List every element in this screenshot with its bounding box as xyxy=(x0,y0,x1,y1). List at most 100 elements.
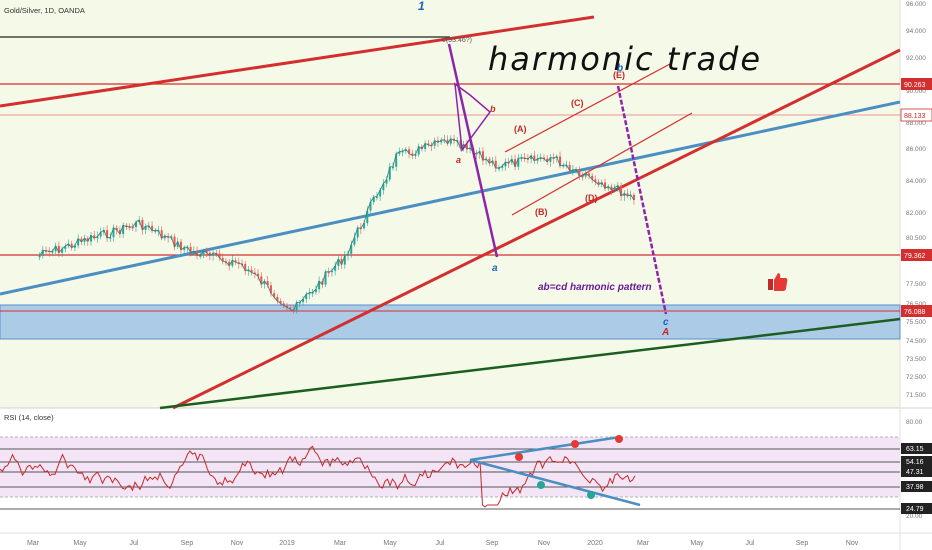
time-axis-label: Sep xyxy=(486,540,499,547)
price-tick-label: 96.000 xyxy=(906,1,926,8)
candle xyxy=(539,157,542,160)
time-axis-label: Jul xyxy=(746,540,755,547)
candle xyxy=(289,307,292,310)
candle xyxy=(167,235,170,238)
wave-label-A: A xyxy=(661,327,669,338)
time-axis-label: Sep xyxy=(181,540,194,547)
candle xyxy=(343,255,346,265)
candle xyxy=(498,167,500,170)
candle xyxy=(462,144,465,149)
candle xyxy=(295,302,298,312)
rsi-lower-trendline xyxy=(469,458,641,507)
candle xyxy=(626,193,629,196)
candle xyxy=(404,149,407,152)
candle xyxy=(510,159,513,163)
candle xyxy=(125,225,128,227)
candle xyxy=(369,201,372,211)
wave-label-b-upper: b xyxy=(490,104,496,114)
rsi-tag-54: 54.16 xyxy=(901,456,932,467)
price-tag-79: 79.362 xyxy=(901,249,932,261)
time-axis-label: 2020 xyxy=(587,540,603,547)
candle xyxy=(41,250,44,256)
candle xyxy=(353,237,356,245)
price-tick-label: 86.000 xyxy=(906,146,926,153)
candle xyxy=(366,210,369,224)
candle xyxy=(192,251,195,253)
candle xyxy=(221,257,224,262)
candle xyxy=(173,236,176,247)
candle xyxy=(269,285,272,294)
svg-text:88.133: 88.133 xyxy=(904,113,926,120)
candle xyxy=(199,255,202,257)
candle xyxy=(122,225,125,234)
candle xyxy=(632,194,635,200)
candle xyxy=(151,225,154,231)
candle xyxy=(578,169,581,176)
price-path-line xyxy=(39,138,635,312)
time-axis-label: Nov xyxy=(538,540,551,547)
wave-marker-label: 1 xyxy=(418,0,425,13)
rsi-tag-63: 63.15 xyxy=(901,443,932,454)
candle xyxy=(340,258,343,265)
candle xyxy=(337,258,340,266)
candle xyxy=(228,261,231,266)
candle xyxy=(45,250,48,252)
blue-trendline xyxy=(0,100,901,296)
green-trendline xyxy=(159,317,901,410)
candle xyxy=(533,155,536,161)
candle xyxy=(128,226,131,229)
wave-label-wC: (C) xyxy=(571,98,584,108)
candle xyxy=(417,146,420,155)
candle xyxy=(549,157,552,162)
candle xyxy=(179,241,182,250)
price-tick-label: 72.500 xyxy=(906,374,926,381)
rsi-marker xyxy=(571,440,579,448)
candle xyxy=(488,158,491,164)
thumbs-up-icon xyxy=(768,273,788,291)
price-tick-label: 76.500 xyxy=(906,301,926,308)
candle xyxy=(86,238,89,242)
candle xyxy=(440,140,443,143)
price-tick-label: 71.500 xyxy=(906,392,926,399)
candle xyxy=(109,237,112,239)
candle xyxy=(411,153,414,156)
candle xyxy=(607,186,610,189)
candle xyxy=(594,179,597,182)
candle xyxy=(620,185,623,197)
price-tick-label: 82.000 xyxy=(906,210,926,217)
candle xyxy=(530,155,533,159)
time-axis-label: Sep xyxy=(796,540,809,547)
time-axis-label: Nov xyxy=(846,540,859,547)
candle xyxy=(391,166,394,169)
channel-lower-line xyxy=(511,112,693,216)
candle xyxy=(51,251,54,253)
candle xyxy=(266,281,269,286)
support-zone xyxy=(0,304,901,340)
candle xyxy=(311,292,314,294)
candle xyxy=(208,252,211,256)
candle xyxy=(372,197,375,202)
candle xyxy=(205,250,208,253)
candle xyxy=(536,158,539,161)
candle xyxy=(244,263,247,271)
candle xyxy=(276,296,279,301)
candle xyxy=(141,219,144,230)
candle xyxy=(234,260,237,263)
candle xyxy=(99,232,102,237)
wave-label-a-lower: a xyxy=(492,263,498,274)
candle xyxy=(318,281,321,290)
rsi-tag-38: 37.98 xyxy=(901,481,932,492)
wave-label-wE: (E) xyxy=(613,70,625,80)
candle xyxy=(231,260,234,266)
candle xyxy=(443,139,446,142)
candle xyxy=(90,235,93,242)
wave-label-wA: (A) xyxy=(514,124,527,134)
candle xyxy=(414,154,417,156)
candle xyxy=(324,271,327,285)
time-axis-label: May xyxy=(383,540,397,547)
candle xyxy=(597,181,600,185)
wave-label-wD: (D) xyxy=(585,193,598,203)
candle xyxy=(623,193,626,197)
time-axis-label: Jul xyxy=(130,540,139,547)
